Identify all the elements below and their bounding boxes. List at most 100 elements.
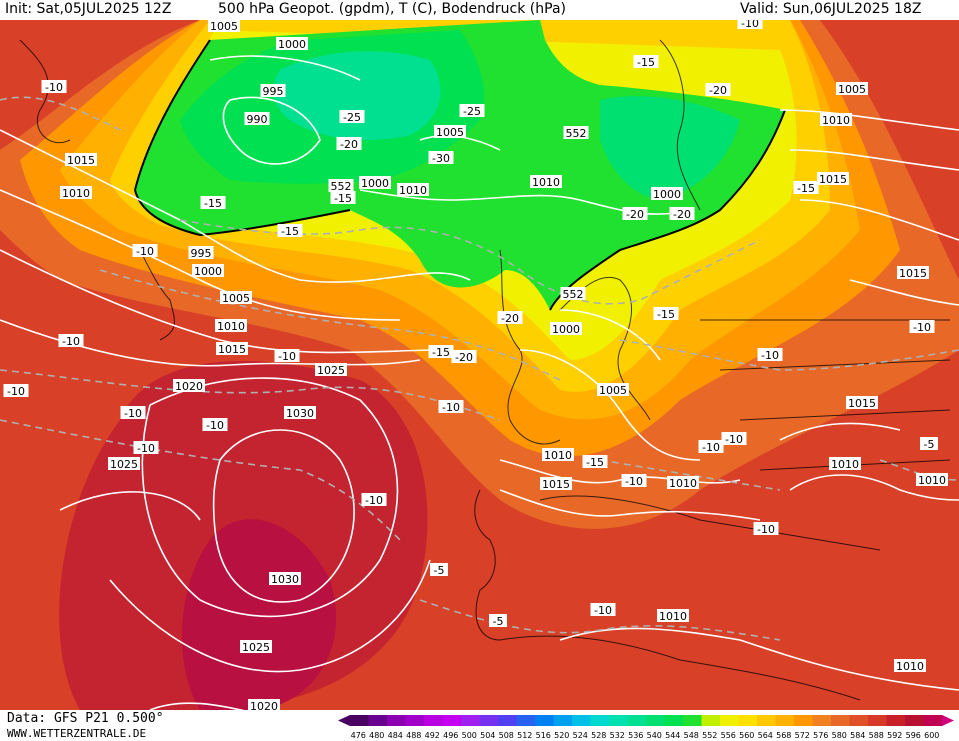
colorbar-cell	[775, 715, 795, 726]
temperature-label-text: -10	[124, 407, 142, 420]
colorbar-cell	[738, 715, 758, 726]
temperature-label: -15	[633, 55, 659, 69]
colorbar: 476 480 484 488 492 496 500 504 508 512 516 520 524 5…	[338, 715, 954, 739]
pressure-label-text: 1015	[819, 173, 847, 186]
map-header: Init: Sat,05JUL2025 12Z 500 hPa Geopot. …	[0, 0, 959, 20]
colorbar-tick-label: 504	[480, 731, 495, 739]
pressure-label-text: 1020	[175, 380, 203, 393]
colorbar-cell	[609, 715, 628, 726]
colorbar-cell	[368, 715, 388, 726]
geopotential-label: 552	[328, 179, 354, 193]
pressure-label: 1030	[284, 406, 316, 420]
temperature-label: -10	[361, 493, 387, 507]
pressure-label: 1010	[916, 473, 948, 487]
pressure-label: 1010	[657, 609, 689, 623]
pressure-label-text: 1030	[286, 407, 314, 420]
pressure-label: 1025	[108, 457, 140, 471]
pressure-label: 1010	[60, 186, 92, 200]
geopotential-label-text: 552	[563, 288, 584, 301]
pressure-label: 1005	[597, 383, 629, 397]
colorbar-cell	[868, 715, 887, 726]
pressure-label: 1000	[651, 187, 683, 201]
colorbar-tick-label: 548	[684, 731, 699, 739]
colorbar-cell	[701, 715, 721, 726]
temperature-label-text: -20	[673, 208, 691, 221]
temperature-label: -30	[428, 151, 454, 165]
temperature-label-text: -20	[501, 312, 519, 325]
pressure-label-text: 1015	[67, 154, 95, 167]
colorbar-cell	[646, 715, 665, 726]
temperature-label-text: -15	[432, 346, 450, 359]
temperature-label: -5	[430, 563, 448, 577]
colorbar-cell	[831, 715, 850, 726]
temperature-label-text: -15	[797, 182, 815, 195]
temperature-label: -10	[621, 474, 647, 488]
colorbar-tick-label: 484	[388, 731, 403, 739]
colorbar-cell	[664, 715, 684, 726]
colorbar-cell	[923, 715, 943, 726]
pressure-label: 1010	[397, 183, 429, 197]
temperature-label-text: -10	[741, 20, 759, 30]
temperature-label: -10	[3, 384, 29, 398]
pressure-label-text: 1025	[242, 641, 270, 654]
pressure-label: 1015	[846, 396, 878, 410]
temperature-label-text: -10	[725, 433, 743, 446]
pressure-label-text: 1010	[669, 477, 697, 490]
temperature-label-text: -10	[7, 385, 25, 398]
pressure-label-text: 990	[247, 113, 268, 126]
pressure-label-text: 1025	[317, 364, 345, 377]
geopotential-label: 552	[563, 126, 589, 140]
temperature-label: -15	[653, 307, 679, 321]
colorbar-tick-label: 568	[776, 731, 791, 739]
colorbar-cell	[442, 715, 462, 726]
colorbar-cell	[405, 715, 425, 726]
pressure-label-text: 1015	[848, 397, 876, 410]
pressure-label: 995	[188, 246, 214, 260]
pressure-label: 1000	[276, 37, 308, 51]
temperature-label-text: -20	[709, 84, 727, 97]
geopotential-label-text: 552	[331, 180, 352, 193]
temperature-label-text: -5	[434, 564, 445, 577]
pressure-label-text: 1010	[896, 660, 924, 673]
temperature-label-text: -10	[206, 419, 224, 432]
colorbar-cell	[572, 715, 591, 726]
temperature-label: -15	[200, 196, 226, 210]
pressure-label: 1015	[897, 266, 929, 280]
pressure-label: 1025	[315, 363, 347, 377]
colorbar-tick-label: 576	[813, 731, 828, 739]
colorbar-tick-label: 488	[406, 731, 421, 739]
colorbar-tick-label: 560	[739, 731, 754, 739]
pressure-label: 1015	[540, 477, 572, 491]
colorbar-cell	[498, 715, 517, 726]
colorbar-cell	[535, 715, 554, 726]
pressure-label: 1000	[550, 322, 582, 336]
pressure-label: 1030	[269, 572, 301, 586]
temperature-label-text: -15	[657, 308, 675, 321]
temperature-label: -25	[339, 110, 365, 124]
colorbar-arrow-right	[942, 715, 954, 726]
colorbar-tick-label: 584	[850, 731, 865, 739]
temperature-label: -5	[489, 614, 507, 628]
colorbar-tick-label: 524	[573, 731, 588, 739]
pressure-label: 1010	[820, 113, 852, 127]
init-time: Init: Sat,05JUL2025 12Z	[5, 1, 172, 17]
temperature-label-text: -10	[137, 442, 155, 455]
temperature-label: -20	[497, 311, 523, 325]
temperature-label: -15	[428, 345, 454, 359]
temperature-label: -20	[336, 137, 362, 151]
pressure-label: 995	[260, 84, 286, 98]
colorbar-tick-label: 508	[499, 731, 514, 739]
pressure-label-text: 1025	[110, 458, 138, 471]
pressure-label: 1010	[542, 448, 574, 462]
colorbar-cell	[905, 715, 924, 726]
pressure-label-text: 1005	[436, 126, 464, 139]
colorbar-cell	[516, 715, 536, 726]
colorbar-tick-label: 564	[758, 731, 773, 739]
temperature-label: -10	[737, 20, 763, 30]
colorbar-tick-label: 572	[795, 731, 810, 739]
colorbar-cell	[461, 715, 480, 726]
temperature-label: -10	[132, 244, 158, 258]
colorbar-tick-label: 540	[647, 731, 662, 739]
colorbar-tick-label: 528	[591, 731, 606, 739]
geopot-band-596	[181, 519, 337, 710]
